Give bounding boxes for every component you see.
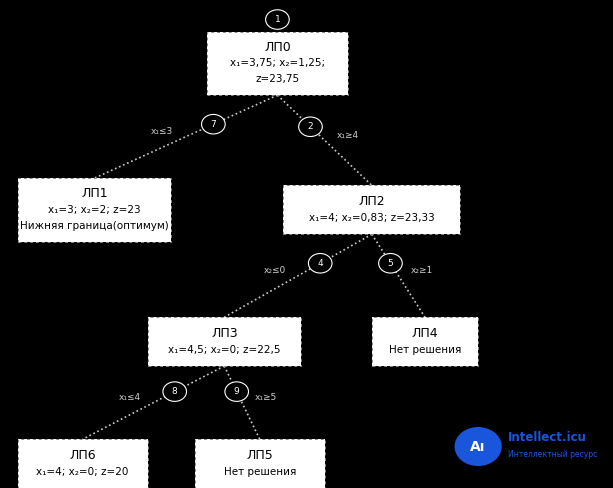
Circle shape	[308, 254, 332, 273]
Text: x₁≤3: x₁≤3	[151, 127, 173, 136]
Text: Нижняя граница(оптимум): Нижняя граница(оптимум)	[20, 221, 169, 231]
Text: 5: 5	[387, 259, 394, 268]
FancyBboxPatch shape	[18, 178, 171, 242]
Text: ЛП3: ЛП3	[211, 327, 238, 340]
Text: x₁=4; x₂=0,83; z=23,33: x₁=4; x₂=0,83; z=23,33	[309, 213, 435, 223]
Text: x₁=3; x₂=2; z=23: x₁=3; x₂=2; z=23	[48, 205, 141, 215]
Text: Нет решения: Нет решения	[224, 467, 296, 477]
Text: 9: 9	[234, 387, 240, 396]
Text: 2: 2	[308, 122, 313, 131]
FancyBboxPatch shape	[283, 185, 460, 234]
Circle shape	[225, 382, 248, 401]
Text: Нет решения: Нет решения	[389, 345, 461, 355]
Text: z=23,75: z=23,75	[256, 74, 300, 84]
Text: 1: 1	[275, 15, 280, 24]
Text: ЛП2: ЛП2	[359, 195, 385, 208]
Text: x₂≤0: x₂≤0	[264, 266, 286, 275]
Text: ЛП5: ЛП5	[246, 449, 273, 462]
FancyBboxPatch shape	[18, 439, 148, 488]
Circle shape	[202, 115, 225, 134]
Text: ЛП4: ЛП4	[412, 327, 438, 340]
Text: 8: 8	[172, 387, 178, 396]
FancyBboxPatch shape	[372, 317, 478, 366]
Text: ЛП1: ЛП1	[81, 187, 108, 201]
Text: x₁≥5: x₁≥5	[254, 393, 276, 402]
Text: x₁≥4: x₁≥4	[337, 131, 359, 140]
FancyBboxPatch shape	[148, 317, 301, 366]
Text: Aı: Aı	[470, 440, 485, 453]
Circle shape	[454, 427, 501, 466]
Text: x₁=4; x₂=0; z=20: x₁=4; x₂=0; z=20	[36, 467, 129, 477]
Text: 7: 7	[210, 120, 216, 129]
Text: ЛП6: ЛП6	[69, 449, 96, 462]
Text: ЛП0: ЛП0	[264, 41, 291, 54]
Circle shape	[265, 10, 289, 29]
Text: 4: 4	[318, 259, 323, 268]
Text: x₁=3,75; x₂=1,25;: x₁=3,75; x₂=1,25;	[230, 59, 325, 68]
Text: x₂≥1: x₂≥1	[411, 266, 433, 275]
Circle shape	[163, 382, 186, 401]
Text: x₁≤4: x₁≤4	[119, 393, 141, 402]
FancyBboxPatch shape	[207, 32, 348, 95]
Text: x₁=4,5; x₂=0; z=22,5: x₁=4,5; x₂=0; z=22,5	[168, 345, 281, 355]
Circle shape	[379, 254, 402, 273]
Circle shape	[299, 117, 322, 137]
Text: Intellect.icu: Intellect.icu	[508, 431, 587, 444]
Text: Интеллектный ресурс: Интеллектный ресурс	[508, 450, 597, 459]
FancyBboxPatch shape	[195, 439, 325, 488]
